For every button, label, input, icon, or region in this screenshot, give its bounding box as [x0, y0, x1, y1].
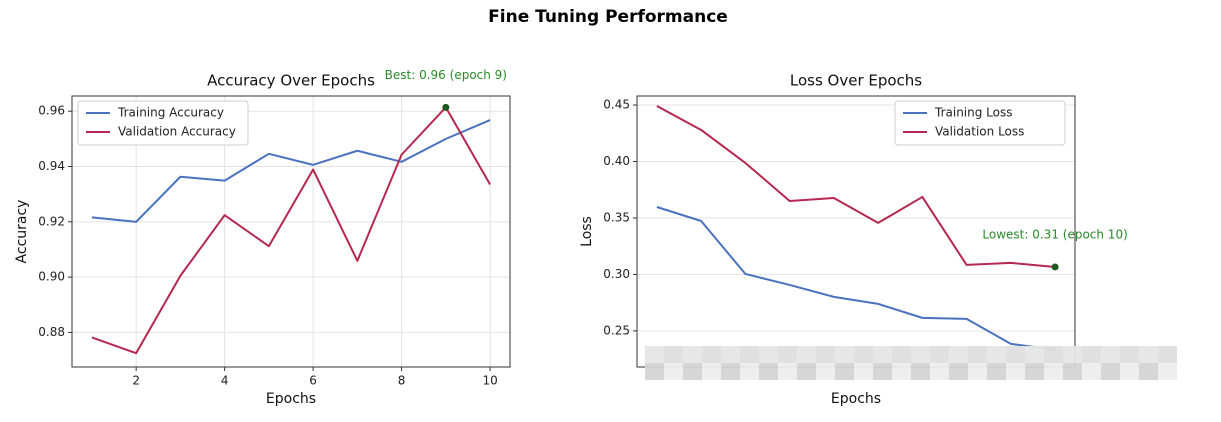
blur-tile: [1120, 363, 1139, 380]
y-tick-label: 0.96: [38, 104, 65, 118]
blur-tile: [664, 363, 683, 380]
x-tick-label: 2: [132, 374, 140, 388]
blur-tile: [987, 346, 1006, 363]
blur-tile: [664, 346, 683, 363]
data-line: [656, 105, 1056, 268]
x-tick-label: 6: [309, 374, 317, 388]
blur-tile: [1063, 363, 1082, 380]
blur-tile: [949, 363, 968, 380]
blur-tile: [759, 346, 778, 363]
blur-tile: [854, 363, 873, 380]
blur-tile: [778, 363, 797, 380]
blur-tile: [968, 346, 987, 363]
blur-overlay: [645, 346, 1177, 380]
blur-tile: [873, 363, 892, 380]
y-tick-label: 0.92: [38, 214, 65, 228]
blur-tile: [1082, 363, 1101, 380]
blur-tile: [1139, 363, 1158, 380]
highlight-marker: [1051, 263, 1059, 271]
y-tick-label: 0.88: [38, 325, 65, 339]
blur-tile: [873, 346, 892, 363]
blur-tile: [987, 363, 1006, 380]
legend-label: Validation Accuracy: [118, 125, 236, 139]
blur-tile: [740, 363, 759, 380]
blur-tile: [1101, 363, 1120, 380]
annotation: Best: 0.96 (epoch 9): [385, 68, 507, 82]
blur-tile: [683, 363, 702, 380]
blur-tile: [1006, 363, 1025, 380]
blur-tile: [1063, 346, 1082, 363]
blur-tile: [683, 346, 702, 363]
y-tick-label: 0.94: [38, 159, 65, 173]
blur-tile: [721, 363, 740, 380]
axis-title: Accuracy Over Epochs: [207, 72, 375, 90]
x-axis-label: Epochs: [831, 391, 881, 407]
blur-tile: [721, 346, 740, 363]
blur-tile: [1044, 363, 1063, 380]
blur-tile: [1101, 346, 1120, 363]
x-tick-label: 4: [221, 374, 229, 388]
blur-tile: [1158, 363, 1177, 380]
legend-label: Training Loss: [934, 106, 1012, 120]
y-tick-label: 0.90: [38, 270, 65, 284]
blur-tile: [1044, 346, 1063, 363]
y-tick-label: 0.25: [603, 323, 630, 337]
data-line: [91, 119, 491, 223]
y-axis-label: Loss: [579, 216, 595, 247]
x-tick-label: 8: [398, 374, 406, 388]
x-tick-label: 10: [482, 374, 497, 388]
blur-tile: [854, 346, 873, 363]
blur-tile: [911, 363, 930, 380]
blur-tile: [892, 346, 911, 363]
axis-title: Loss Over Epochs: [790, 72, 922, 90]
highlight-marker: [442, 103, 450, 111]
blur-tile: [816, 346, 835, 363]
blur-tile: [797, 346, 816, 363]
blur-tile: [835, 346, 854, 363]
x-axis-label: Epochs: [266, 391, 316, 407]
legend-box: [77, 100, 249, 146]
blur-tile: [892, 363, 911, 380]
blur-tile: [911, 346, 930, 363]
data-line: [656, 206, 1056, 351]
blur-tile: [1158, 346, 1177, 363]
y-axis-label: Accuracy: [14, 200, 30, 264]
blur-tile: [949, 346, 968, 363]
blur-tile: [778, 346, 797, 363]
blur-tile: [759, 363, 778, 380]
figure-title: Fine Tuning Performance: [488, 7, 728, 27]
blur-tile: [1139, 346, 1158, 363]
blur-tile: [797, 363, 816, 380]
blur-tile: [930, 346, 949, 363]
blur-tile: [816, 363, 835, 380]
blur-tile: [1006, 346, 1025, 363]
legend-box: [894, 100, 1066, 146]
blur-tile: [645, 363, 664, 380]
blur-tile: [645, 346, 664, 363]
legend-label: Validation Loss: [935, 125, 1024, 139]
data-line: [91, 106, 491, 355]
blur-tile: [1120, 346, 1139, 363]
y-tick-label: 0.45: [603, 98, 630, 112]
blur-tile: [1025, 346, 1044, 363]
annotation: Lowest: 0.31 (epoch 10): [982, 227, 1127, 241]
blur-tile: [1025, 363, 1044, 380]
y-tick-label: 0.35: [603, 210, 630, 224]
blur-tile: [930, 363, 949, 380]
blur-tile: [1082, 346, 1101, 363]
blur-tile: [835, 363, 854, 380]
plot-frame: [71, 95, 511, 368]
y-tick-label: 0.30: [603, 267, 630, 281]
blur-tile: [968, 363, 987, 380]
blur-tile: [702, 346, 721, 363]
blur-tile: [740, 346, 759, 363]
blur-tile: [702, 363, 721, 380]
legend-label: Training Accuracy: [117, 106, 224, 120]
y-tick-label: 0.40: [603, 154, 630, 168]
